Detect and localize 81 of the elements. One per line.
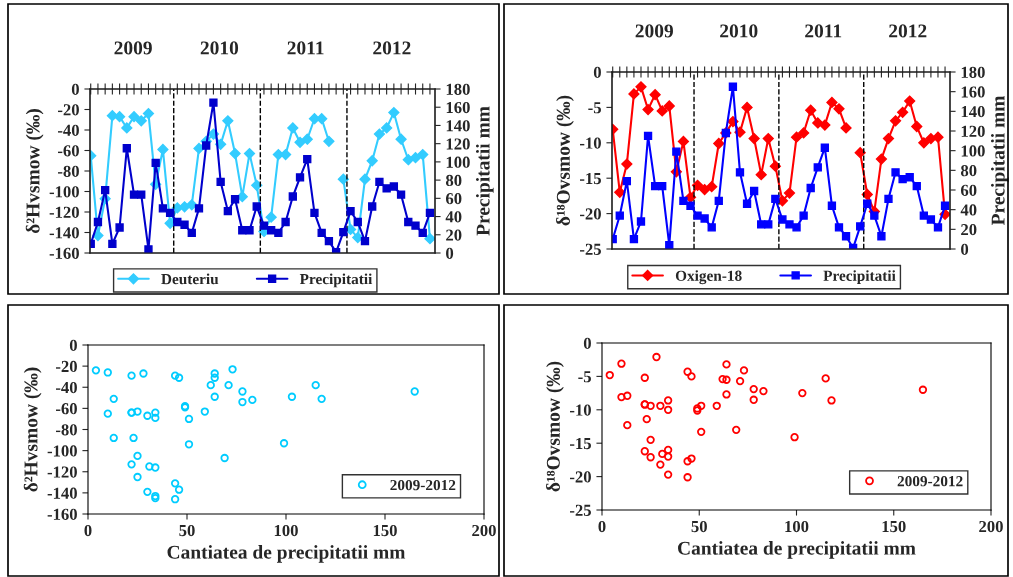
y-tick-label: 0 [71,83,79,95]
y-tick-label: 0 [583,337,591,349]
y-tick-label: -5 [578,371,591,383]
y2-tick-label: 20 [446,229,462,241]
y-tick-label: -20 [579,208,601,220]
legend-label: Oxigen-18 [675,270,742,285]
y-tick-label: -160 [47,508,77,520]
y-tick-label: -15 [579,172,601,185]
y2-tick-label: 140 [446,120,470,132]
y-tick-label: -5 [588,102,601,114]
x-axis-title: Cantiatea de precipitatii mm [167,545,406,563]
y-tick-label: -140 [49,227,79,239]
legend-label: Deuteriu [161,273,219,285]
y2-axis-title: Precipitatii mm [990,95,1009,226]
y-tick-label: 0 [69,339,77,351]
x-tick-label: 100 [274,524,298,537]
y2-tick-label: 60 [445,193,462,205]
legend-label: Precipitatii [299,273,373,288]
y2-tick-label: 0 [961,243,969,255]
text: 2010 [720,24,758,38]
y-tick-label: -80 [55,424,77,436]
y-tick-label: -40 [55,381,77,394]
x-tick-label: 150 [882,520,906,533]
y-tick-label: -20 [57,104,79,116]
y2-tick-label: 180 [961,66,985,78]
y-tick-label: -10 [579,137,601,149]
y-tick-label: -120 [47,466,77,478]
text: 2012 [889,24,927,38]
legend-label: Precipitatii [823,270,896,285]
y-tick-label: -25 [569,504,591,516]
y-axis-title: δ¹⁸Ovsmow (‰) [556,95,574,226]
y2-tick-label: 160 [961,86,985,98]
x-tick-label: 50 [691,520,707,533]
text: 2009 [114,41,152,55]
y2-tick-label: 40 [960,204,977,216]
x-tick-label: 100 [785,520,809,533]
y2-tick-label: 140 [961,106,985,118]
text: 2011 [805,24,842,38]
y2-tick-label: 120 [446,138,470,150]
x-axis-title: Cantiatea de precipitatii mm [678,541,916,559]
y2-tick-label: 160 [446,101,470,114]
y-tick-label: -160 [49,247,79,259]
text: 2012 [373,41,411,55]
y-tick-label: -25 [579,243,601,255]
y2-tick-label: 120 [961,125,985,137]
y-axis-title: δ²Hvsmow (‰) [25,109,44,234]
y2-tick-label: 0 [446,247,454,259]
x-tick-label: 50 [179,524,195,537]
legend-label: 2009-2012 [897,476,963,487]
y-tick-label: -40 [57,124,79,136]
y2-tick-label: 40 [445,211,462,223]
y2-axis-title: Precipitatii mm [475,106,494,236]
y-tick-label: -120 [49,206,79,218]
y-tick-label: -60 [57,145,79,157]
y-tick-label: -20 [569,471,591,483]
y-tick-label: -60 [55,403,77,415]
text: 2011 [287,41,324,55]
y-axis-title: δ²Hvsmow (‰) [23,367,42,492]
y2-tick-label: 60 [960,184,977,196]
y-axis-title: δ¹⁸Ovsmow (‰) [546,361,564,492]
y-tick-label: -100 [49,186,79,198]
y-tick-label: -80 [57,165,79,177]
y-tick-label: -100 [47,445,77,457]
y2-tick-label: 80 [960,165,977,177]
y-tick-label: -10 [569,404,591,416]
x-tick-label: 200 [979,520,1003,533]
legend-label: 2009-2012 [390,479,456,491]
y2-tick-label: 80 [445,174,462,187]
y-tick-label: -20 [55,360,77,373]
x-tick-label: 150 [373,524,397,537]
x-tick-label: 0 [84,524,92,537]
x-tick-label: 200 [472,524,496,537]
text: 2010 [200,41,239,55]
y-tick-label: 0 [593,66,601,78]
y2-tick-label: 100 [961,145,985,157]
y2-tick-label: 20 [961,224,977,236]
y-tick-label: -15 [569,437,591,450]
text: 2009 [635,24,673,38]
y2-tick-label: 100 [446,156,470,168]
y-tick-label: -140 [47,487,77,499]
y2-tick-label: 180 [446,83,470,95]
